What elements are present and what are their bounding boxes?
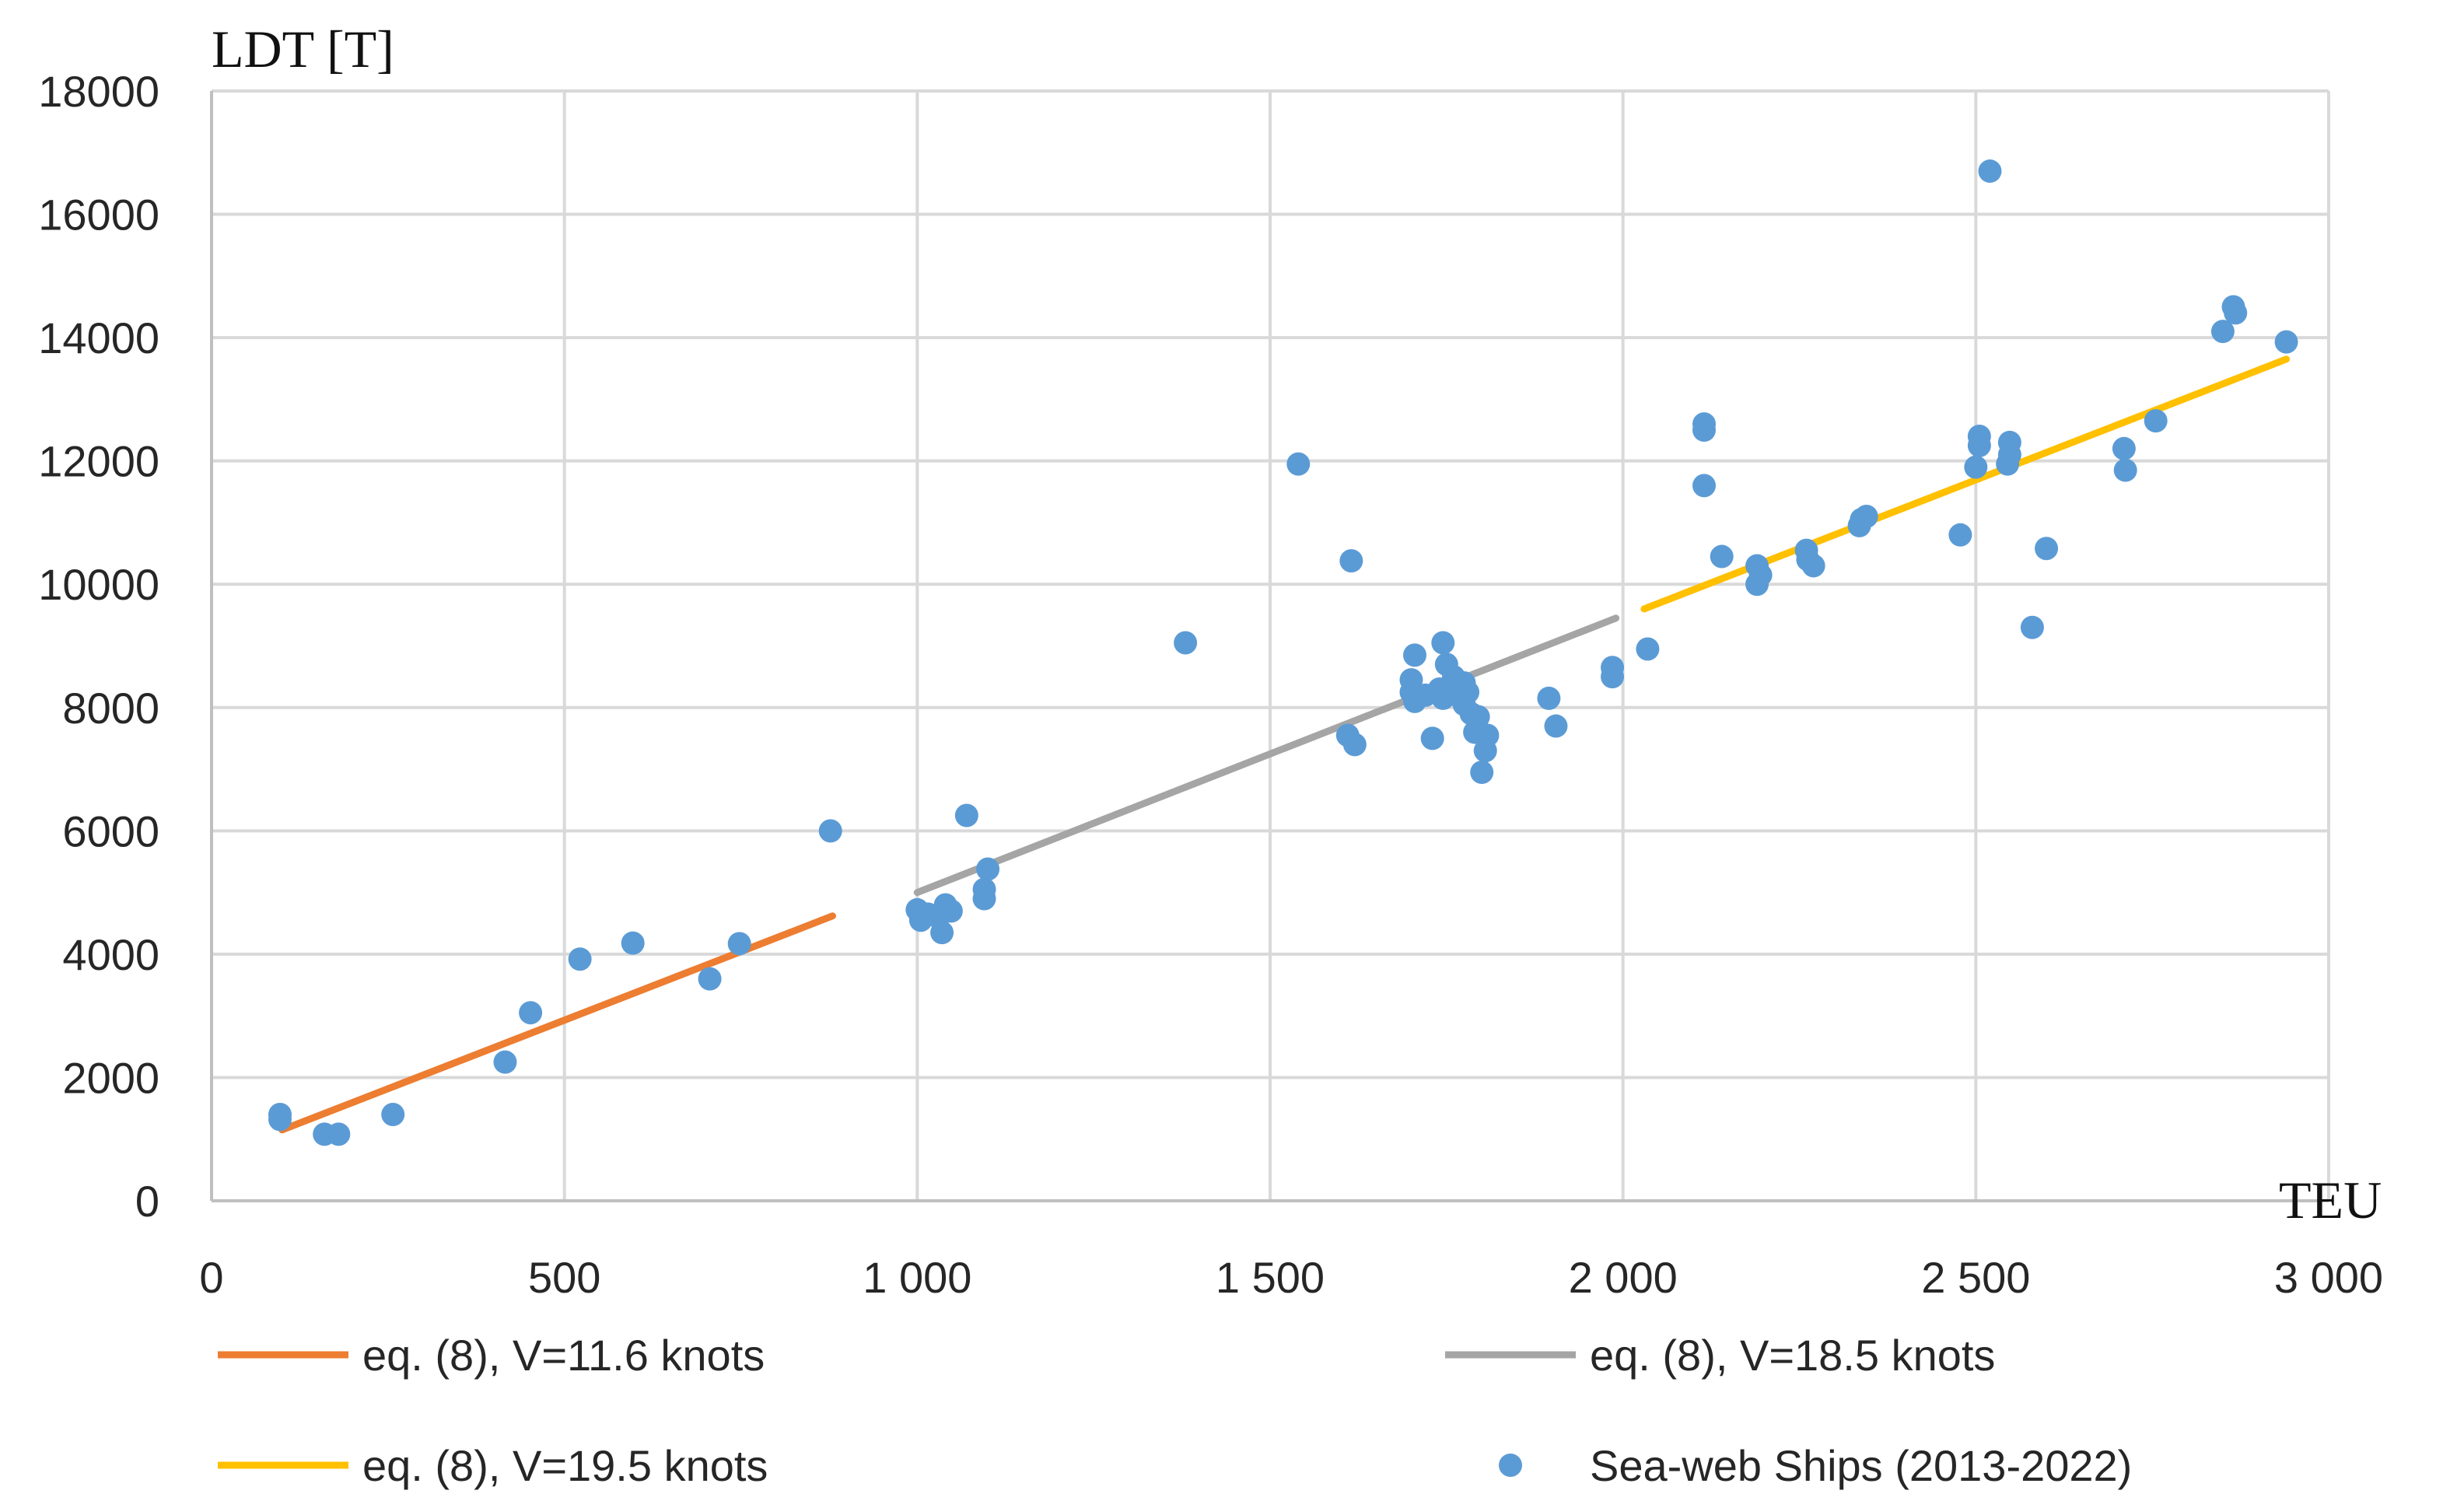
data-point (1420, 726, 1444, 751)
legend-item-line-18-5: eq. (8), V=18.5 knots (1445, 1331, 1995, 1380)
data-point (1854, 505, 1878, 529)
data-point (1692, 474, 1717, 498)
data-point (2274, 330, 2298, 354)
legend-item-line-19-5: eq. (8), V=19.5 knots (218, 1441, 768, 1490)
data-point (1710, 544, 1734, 569)
data-point (1466, 705, 1490, 729)
y-tick-label: 8000 (62, 684, 159, 733)
data-point (1948, 523, 1972, 547)
data-point (2144, 409, 2168, 433)
y-tick-labels: 0 2000 4000 6000 8000 10000 12000 14000 16000 180… (38, 67, 159, 1226)
data-point (621, 931, 645, 955)
x-tick-label: 2 000 (1569, 1253, 1678, 1302)
data-point (2224, 301, 2248, 325)
data-point (727, 932, 751, 956)
data-point (972, 877, 996, 901)
legend-item-line-11-6: eq. (8), V=11.6 knots (218, 1331, 765, 1380)
data-point (1431, 631, 1455, 655)
data-point (2113, 458, 2137, 482)
data-point (2210, 320, 2235, 344)
data-point (1692, 418, 1717, 443)
data-point (698, 967, 722, 991)
axes (210, 91, 2329, 1202)
data-point (493, 1050, 517, 1074)
data-point (1544, 714, 1568, 738)
y-axis-title: LDT [T] (212, 19, 394, 79)
data-point (1456, 680, 1480, 704)
data-point (1978, 159, 2002, 184)
data-point (381, 1103, 405, 1127)
legend-swatch-marker (1499, 1454, 1522, 1477)
data-point (327, 1122, 351, 1146)
x-tick-label: 1 500 (1216, 1253, 1325, 1302)
data-point (1403, 643, 1427, 667)
y-tick-label: 10000 (38, 560, 159, 609)
fit-line (1640, 355, 2291, 613)
data-point (519, 1001, 543, 1025)
data-point (1997, 430, 2021, 454)
y-tick-label: 0 (135, 1177, 159, 1226)
data-point (1470, 761, 1494, 785)
data-point (939, 899, 963, 923)
data-point (1636, 637, 1660, 661)
y-tick-label: 18000 (38, 67, 159, 116)
data-point (1174, 631, 1198, 655)
y-tick-label: 4000 (62, 930, 159, 979)
legend-label: eq. (8), V=18.5 knots (1590, 1331, 1995, 1380)
x-tick-label: 500 (528, 1253, 600, 1302)
data-point (268, 1107, 292, 1132)
x-tick-label: 3 000 (2274, 1253, 2383, 1302)
y-tick-label: 6000 (62, 806, 159, 855)
x-tick-label: 0 (199, 1253, 223, 1302)
data-point (954, 803, 978, 827)
x-tick-labels: 0 500 1 000 1 500 2 000 2 500 3 000 (199, 1253, 2383, 1302)
y-tick-label: 14000 (38, 313, 159, 362)
y-tick-label: 12000 (38, 437, 159, 486)
y-tick-label: 2000 (62, 1053, 159, 1102)
data-point (1399, 668, 1423, 692)
data-point (1342, 733, 1367, 757)
data-point (1475, 723, 1500, 747)
legend-label: eq. (8), V=11.6 knots (362, 1331, 765, 1380)
data-point (1601, 656, 1625, 680)
legend-label: eq. (8), V=19.5 knots (362, 1441, 768, 1490)
x-axis-title: TEU (2279, 1170, 2382, 1230)
data-point (818, 819, 842, 843)
fit-lines (278, 355, 2291, 1134)
data-point (2112, 436, 2136, 460)
fit-line (913, 614, 1620, 897)
data-point (1967, 433, 1991, 457)
data-point (930, 921, 954, 945)
scatter-points (268, 159, 2298, 1146)
data-point (1339, 549, 1363, 573)
y-tick-label: 16000 (38, 191, 159, 240)
data-point (2020, 615, 2044, 639)
x-tick-label: 1 000 (863, 1253, 971, 1302)
data-point (976, 857, 1000, 881)
x-tick-label: 2 500 (1921, 1253, 2030, 1302)
data-point (1537, 686, 1561, 710)
data-point (568, 947, 592, 971)
data-point (1748, 563, 1773, 587)
data-point (1286, 452, 1311, 476)
legend-label: Sea-web Ships (2013-2022) (1590, 1441, 2132, 1490)
data-point (1964, 455, 1988, 479)
data-point (1801, 554, 1825, 578)
legend: eq. (8), V=11.6 knots eq. (8), V=18.5 kn… (218, 1331, 2132, 1490)
data-point (2035, 537, 2059, 561)
legend-item-scatter: Sea-web Ships (2013-2022) (1499, 1441, 2132, 1490)
gridlines (212, 89, 2330, 1201)
